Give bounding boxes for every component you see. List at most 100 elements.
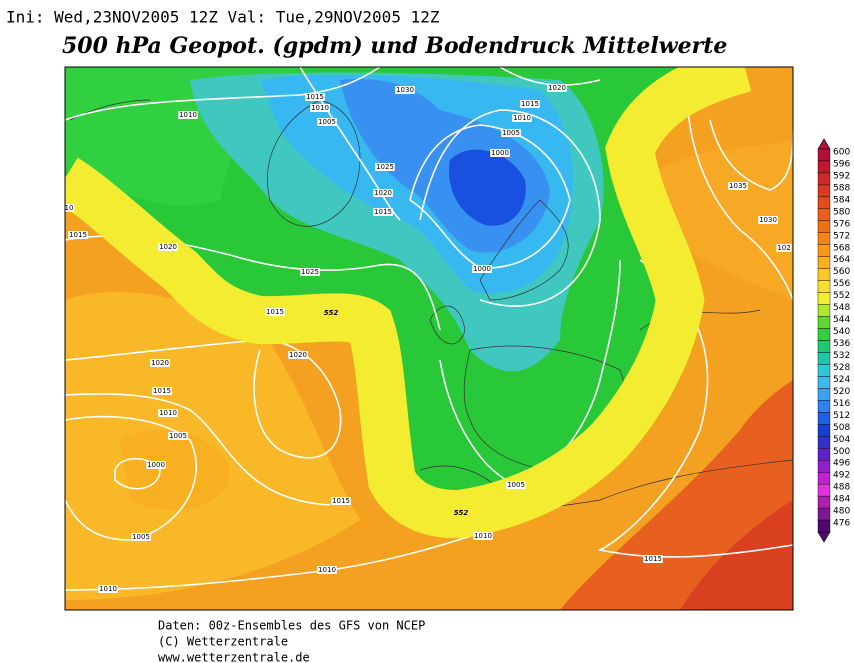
isobar-label-bg [300,268,320,276]
isobar-label-bg [512,114,532,122]
isobar-label-bg [473,532,493,540]
colorbar-swatch [817,471,831,485]
colorbar-label: 548 [833,303,850,313]
colorbar-label: 480 [833,507,850,517]
isobar-label: 1000 [491,149,509,157]
isobar-label: 1020 [548,84,566,92]
isobar-label: 1005 [507,481,525,489]
isobar-label-bg [131,533,151,541]
colorbar-arrow [817,531,831,543]
colorbar-swatch [817,460,831,473]
isobar-label: 552 [324,309,339,317]
colorbar-swatch [817,280,831,293]
isobar-label: 1020 [374,189,392,197]
colorbar-swatch [817,232,831,245]
isobar-label: 10 [65,204,74,212]
isobar-label: 552 [454,509,469,517]
colorbar-swatch [817,148,831,162]
title: 500 hPa Geopot. (gpdm) und Bodendruck Mi… [62,33,727,59]
colorbar-swatch [817,268,831,281]
colorbar-label: 492 [833,471,850,481]
isobar-label-bg [643,555,663,563]
colorbar-label: 588 [833,183,850,193]
isobar-label-bg [331,497,351,505]
isobar-label-bg [520,100,540,108]
colorbar-swatch [817,316,831,329]
darkblue-region [449,149,526,226]
isobar-label: 1000 [147,461,165,469]
band [120,430,230,510]
footer-line: www.wetterzentrale.de [158,651,310,663]
colorbar-swatch [817,256,831,269]
isobar-label-bg [178,111,198,119]
colorbar-label: 600 [833,148,850,158]
isobar-label: 1005 [318,118,336,126]
colorbar-swatch [817,196,831,210]
colorbar-label: 476 [833,519,850,529]
colorbar-swatch [817,220,831,233]
isobar-label: 1010 [159,409,177,417]
colorbar-label: 560 [833,267,850,277]
colorbar-label: 500 [833,447,850,457]
isobar-label: 1010 [513,114,531,122]
isobar-label: 1015 [69,231,87,239]
colorbar-swatch [817,292,831,305]
isobar-label-bg [68,231,88,239]
colorbar-swatch [817,364,831,377]
colorbar-swatch [817,208,831,222]
isobar-label: 1010 [311,104,329,112]
isobar-label: 1015 [521,100,539,108]
isobar-label: 1010 [179,111,197,119]
isobar-label: 1015 [306,93,324,101]
colorbar-swatch [817,172,831,186]
isobar-label: 1005 [132,533,150,541]
colorbar-label: 516 [833,399,850,409]
colorbar-label: 488 [833,483,850,493]
isobar-label: 1025 [301,268,319,276]
isobar-label: 1010 [318,566,336,574]
colorbar-label: 572 [833,231,850,241]
band [640,140,793,300]
colorbar-swatch [817,352,831,365]
colorbar-label: 544 [833,315,850,325]
isobar-label: 1015 [644,555,662,563]
colorbar-arrow [817,138,831,150]
isobar-label: 1010 [474,532,492,540]
colorbar-swatch [817,412,831,425]
isobar-label: 102 [777,244,790,252]
colorbar-swatch [817,340,831,353]
isobar-label: 1015 [332,497,350,505]
isobar-label-bg [150,359,170,367]
isobar-label-bg [375,163,395,171]
isobar-label: 1005 [169,432,187,440]
footer-line: Daten: 00z-Ensembles des GFS von NCEP [158,619,425,633]
isobar-label-bg [501,129,521,137]
isobar-label-bg [168,432,188,440]
isobar-label: 1005 [502,129,520,137]
colorbar-swatch [817,448,831,461]
colorbar-swatch [817,244,831,257]
isobar-label-bg [776,244,792,252]
isobar-label-bg [547,84,567,92]
isobar-label: 1015 [266,308,284,316]
isobar-label: 1015 [153,387,171,395]
colorbar-swatch [817,507,831,521]
isobar-label-bg [373,189,393,197]
colorbar-swatch [817,424,831,437]
colorbar-label: 524 [833,375,850,385]
colorbar-swatch [817,436,831,449]
isobar-label-bg [317,566,337,574]
colorbar-label: 504 [833,435,850,445]
isobar-label: 1020 [151,359,169,367]
init-line: Ini: Wed,23NOV2005 12Z Val: Tue,29NOV200… [6,8,440,27]
map-frame [64,66,794,611]
isobar-label-bg [146,461,166,469]
isobar-label: 1015 [374,208,392,216]
colorbar-label: 552 [833,291,850,301]
isobar-label: 1035 [729,182,747,190]
colorbar-swatch [817,483,831,497]
